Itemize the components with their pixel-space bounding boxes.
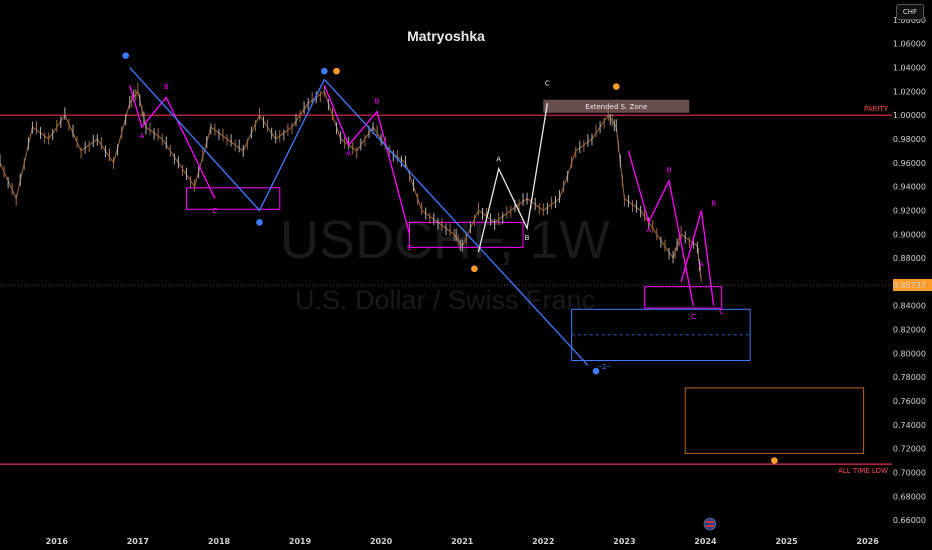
- orange-marker: [471, 265, 478, 273]
- level-label: PARITY: [864, 105, 889, 113]
- x-tick-label: 2018: [208, 537, 231, 546]
- current-price-badge: [893, 279, 932, 292]
- y-tick-label: 0.74000: [893, 421, 926, 430]
- orange-box: [684, 387, 865, 454]
- y-tick-label: 0.72000: [893, 445, 926, 454]
- event-markers: [122, 52, 778, 464]
- point-label: A: [140, 132, 145, 140]
- y-tick-label: 0.66000: [893, 516, 926, 525]
- y-tick-label: 0.92000: [893, 206, 926, 215]
- point-label: B: [525, 234, 530, 242]
- blue-pattern-line: [323, 79, 589, 366]
- point-label: C: [212, 207, 217, 215]
- point-label: --2--: [597, 363, 612, 371]
- x-tick-label: 2016: [46, 537, 69, 546]
- x-tick-label: 2019: [289, 537, 312, 546]
- blue-marker: [256, 219, 263, 226]
- symbol-watermark: USDCHF, 1W U.S. Dollar / Swiss Franc: [280, 210, 610, 315]
- point-label: C: [545, 79, 550, 87]
- price-axis[interactable]: 0.66000 0.68000 0.70000 0.72000 0.74000 0.760…: [0, 16, 932, 525]
- white-pattern-line: [477, 103, 549, 253]
- y-tick-label: 0.70000: [893, 468, 926, 477]
- orange-marker: [771, 457, 778, 464]
- current-price-label: 0.85737: [893, 281, 926, 290]
- y-tick-label: 0.78000: [893, 373, 926, 382]
- blue-marker: [592, 367, 600, 375]
- x-tick-label: 2020: [370, 537, 393, 546]
- point-label: B: [667, 166, 672, 174]
- watermark-symbol: USDCHF, 1W: [280, 210, 610, 270]
- y-tick-label: 1.02000: [893, 87, 926, 96]
- blue-marker: [122, 52, 129, 59]
- point-label: A: [346, 150, 351, 158]
- y-tick-label: 0.82000: [893, 326, 926, 335]
- y-tick-label: 0.76000: [893, 397, 926, 406]
- blue-pattern-line: [129, 67, 325, 212]
- y-tick-label: 1.00000: [893, 111, 926, 120]
- point-label: A: [496, 156, 501, 164]
- y-tick-label: 0.88000: [893, 254, 926, 263]
- zone-rect: [543, 99, 690, 113]
- flag-icon[interactable]: [703, 517, 717, 531]
- time-axis[interactable]: 2016 2017 2018 2019 2020 2021 2022 2023 2024 2025…: [46, 537, 880, 546]
- magenta-box: [186, 187, 281, 210]
- point-label: B: [375, 97, 380, 105]
- magenta-pattern-line: [323, 85, 411, 235]
- y-tick-label: 0.84000: [893, 302, 926, 311]
- y-tick-label: 0.68000: [893, 492, 926, 501]
- watermark-description: U.S. Dollar / Swiss Franc: [295, 285, 595, 315]
- level-label: ALL TIME LOW: [838, 467, 888, 475]
- orange-marker: [333, 67, 340, 75]
- y-tick-label: 0.96000: [893, 159, 926, 168]
- y-tick-label: 0.94000: [893, 183, 926, 192]
- x-tick-label: 2025: [775, 537, 798, 546]
- x-tick-label: 2022: [532, 537, 554, 546]
- pattern-lines: [129, 67, 715, 366]
- magenta-box: [409, 221, 524, 248]
- y-tick-label: 1.04000: [893, 64, 926, 73]
- magenta-box: [644, 286, 723, 309]
- point-label: B: [164, 83, 169, 91]
- x-tick-label: 2026: [857, 537, 880, 546]
- currency-badge[interactable]: CHF: [896, 4, 924, 20]
- point-label: A: [699, 260, 704, 268]
- zone-label: Extended S. Zone: [585, 103, 647, 111]
- magenta-pattern-line: [627, 150, 694, 306]
- y-tick-label: 0.98000: [893, 135, 926, 144]
- y-tick-label: 0.90000: [893, 230, 926, 239]
- horizontal-levels: PARITY ALL TIME LOW: [0, 105, 892, 475]
- drawing-shapes: Extended S. Zone: [186, 99, 865, 454]
- blue-marker: [321, 67, 328, 75]
- point-label: C: [407, 244, 412, 252]
- point-labels: A B C A B C A B C A B C A B C --2--: [140, 79, 725, 370]
- x-tick-label: 2024: [694, 537, 717, 546]
- magenta-pattern-line: [129, 85, 216, 199]
- y-tick-label: 0.80000: [893, 349, 926, 358]
- x-tick-label: 2021: [451, 537, 474, 546]
- x-tick-label: 2023: [613, 537, 635, 546]
- y-tick-label: 1.08000: [893, 16, 926, 25]
- point-label: B: [711, 200, 716, 208]
- x-tick-label: 2017: [127, 537, 149, 546]
- point-label: C: [719, 308, 724, 316]
- orange-marker: [612, 83, 620, 90]
- point-label: A: [646, 226, 651, 234]
- point-label: C: [691, 313, 696, 321]
- y-tick-label: 1.06000: [893, 40, 926, 49]
- magenta-pattern-line: [680, 210, 715, 306]
- chart-title: Matryoshka: [407, 28, 485, 44]
